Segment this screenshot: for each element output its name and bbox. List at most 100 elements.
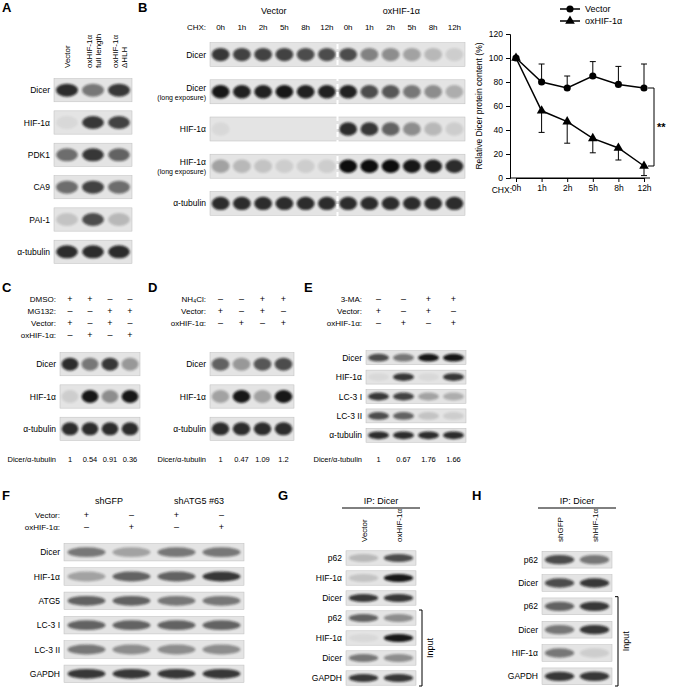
column-label: shHIF-1α [591,509,600,542]
band [254,159,272,172]
row-label: p62 [524,555,538,565]
band [418,354,439,362]
plot-area [511,52,649,175]
band [56,116,78,129]
condition-sign: + [239,318,244,328]
band [349,554,378,562]
blot-strip [346,671,416,685]
group-label: Vector [261,6,287,16]
condition-sign: – [218,294,223,304]
ratio-value: 1.2 [278,455,288,464]
band [318,48,336,61]
condition-sign: + [107,306,112,316]
condition-sign: – [239,294,244,304]
panel: GVectoroxHIF-1αIP: Dicerp62HIF-1αDicerp6… [278,488,435,686]
band [102,422,119,435]
band [82,245,104,258]
blot-strip [54,79,132,102]
band [233,422,251,435]
band [212,358,230,371]
axis-line [517,179,645,183]
error-bar [641,64,647,88]
band [382,159,400,172]
row-label: Dicer [40,547,60,557]
row-label: GAPDH [312,673,342,683]
input-label: Input [425,637,435,658]
band [254,197,272,210]
ip-rule [342,508,420,509]
panel: BVectoroxHIF-1αCHX:0h1h2h5h8h12h0h1h2h5h… [138,0,465,222]
band [203,620,241,630]
condition-sign: – [376,318,381,328]
condition-sign: – [239,306,244,316]
condition-sign: – [401,306,406,316]
marker [639,160,649,168]
band [424,122,442,135]
band [339,85,357,98]
tick-mark [567,178,568,182]
tick: 12h [637,178,651,193]
panel: AVectoroxHIF-1αfull lengthoxHIF-1αΔHLHDi… [2,0,132,263]
tick: 60 [494,101,510,111]
tick-label: 60 [494,101,504,111]
blot-strip [54,111,132,134]
condition-sign: – [219,510,224,520]
band [445,85,463,98]
condition-label: MG132: [28,307,56,316]
band [393,354,414,362]
lane-label: 2h [386,23,395,32]
condition-label: Vector: [181,307,206,316]
band [349,674,378,682]
band [102,390,119,403]
ip-label: IP: Dicer [364,496,399,506]
tick: 80 [494,77,510,87]
condition-label: oxHIF-1α: [327,319,362,328]
lane-label: 2h [259,23,268,32]
band [297,159,315,172]
band [113,669,151,679]
condition-sign: + [401,318,406,328]
band [56,84,78,97]
tick: 8h [614,178,624,193]
blot-strip [210,353,294,376]
ratio-value: 1 [218,455,222,464]
ratio-label: Dicer/α-tubulin [313,455,362,464]
column-label: Vector [63,45,72,68]
band [62,390,79,403]
input-bracket [419,610,422,686]
band [113,547,151,557]
tick-label: 8h [614,183,624,193]
row-sublabel: (long exposure) [157,168,206,176]
blot-strip [542,645,612,662]
tick-label: 120 [489,29,503,39]
tick-mark [506,58,510,59]
band [403,85,421,98]
condition-sign: – [218,318,223,328]
band [384,674,413,682]
condition-sign: – [451,306,456,316]
condition-sign: + [87,330,92,340]
blot-strip [542,598,612,615]
lane-prefix: CHX: [187,23,206,32]
band [158,645,196,655]
band [82,181,104,194]
condition-label: Vector: [35,511,60,520]
band [445,159,463,172]
band [424,197,442,210]
condition-label: NH₄Cl: [181,295,206,304]
blot-strip [346,571,416,585]
band [62,422,79,435]
tick-mark [506,178,510,179]
condition-label: Vector: [337,307,362,316]
group-label: shGFP [95,496,123,506]
row-label: Dicer [322,653,342,663]
ratio-value: 0.91 [103,455,118,464]
band [254,358,272,371]
band [443,393,464,401]
band [203,645,241,655]
legend-item: oxHIF-1α [560,15,622,26]
row-label: LC-3 II [336,411,362,421]
band [443,431,464,439]
divider [337,36,339,222]
blot-strip [542,668,612,685]
